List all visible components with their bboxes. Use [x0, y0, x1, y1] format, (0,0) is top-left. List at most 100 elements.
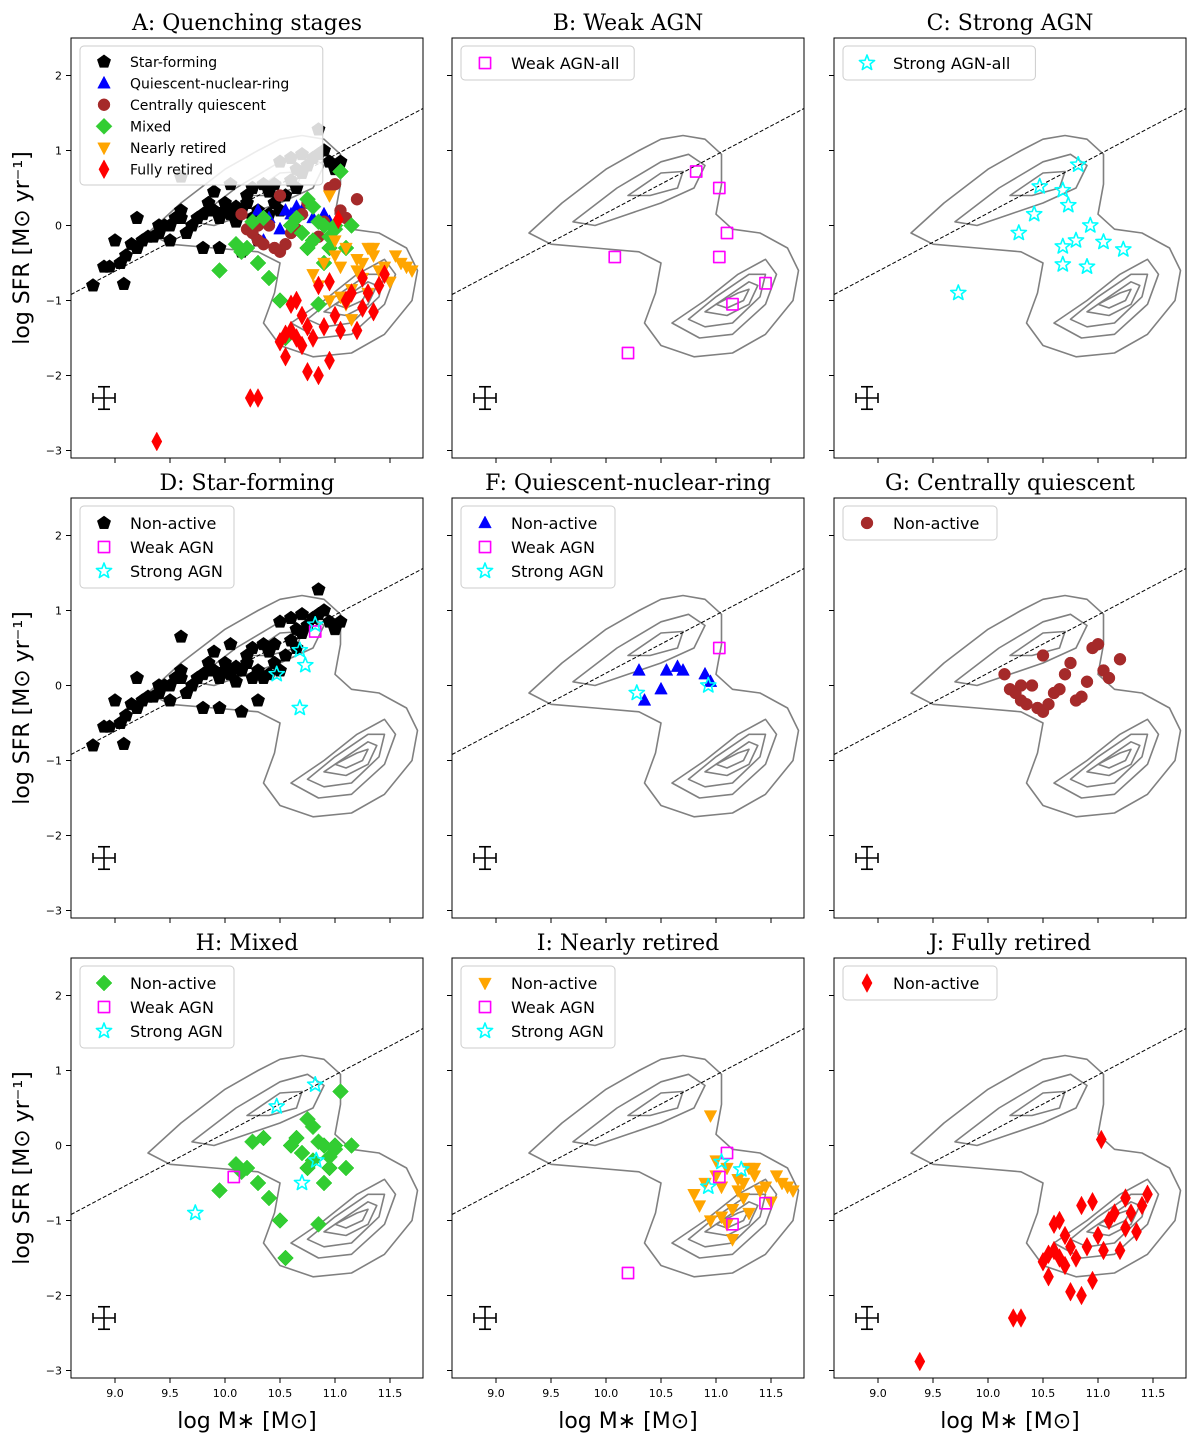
axis-ticks: 9.0 9.5 10.0 10.5 11.0 11.5 2 1 0 −1 −2 −3 [46, 990, 402, 1401]
data-point [308, 625, 322, 638]
data-point [307, 1151, 325, 1168]
data-point [1075, 690, 1088, 703]
data-point [306, 269, 320, 282]
contour-rs-2 [306, 1193, 386, 1248]
series-weak-agn [712, 641, 726, 655]
data-point [1053, 683, 1066, 696]
data-point [703, 1110, 718, 1123]
data-point [726, 297, 739, 311]
y-tick-label: −2 [46, 370, 62, 383]
data-point [1054, 237, 1072, 254]
panel-title: J: Fully retired [927, 931, 1091, 956]
density-contours [147, 594, 419, 818]
contour-sf-3 [627, 170, 684, 197]
x-tick-label: 10.0 [976, 1387, 1001, 1400]
y-tick-label: −3 [46, 445, 62, 458]
data-point [268, 665, 286, 682]
data-point [1070, 1248, 1082, 1268]
data-point [1054, 1210, 1065, 1231]
contour-rs-1 [671, 718, 778, 799]
data-point [306, 1076, 324, 1092]
data-point [747, 1170, 762, 1183]
contour-sf-2 [954, 613, 1088, 687]
axis-ticks: 2 1 0 −1 −2 −3 [46, 530, 391, 923]
data-point [712, 641, 726, 655]
legend-label: Fully retired [130, 162, 213, 178]
data-point [608, 250, 622, 264]
contour-outer [528, 1054, 800, 1278]
data-point [1142, 1184, 1153, 1204]
data-point [296, 305, 308, 326]
data-point [329, 305, 341, 326]
data-point [949, 284, 967, 301]
error-bar [92, 1305, 116, 1331]
x-tick-label: 10.5 [1031, 1387, 1056, 1400]
data-points [608, 165, 772, 360]
data-point [317, 603, 331, 617]
data-point [280, 324, 291, 344]
data-point [1081, 1237, 1093, 1257]
x-tick-label: 9.0 [869, 1387, 887, 1400]
data-point [271, 1212, 289, 1229]
contour-rs-3 [1086, 281, 1141, 317]
panel-title: H: Mixed [196, 931, 299, 956]
error-bar [855, 385, 879, 411]
contour-rs-2 [1069, 733, 1149, 788]
data-point [712, 181, 726, 195]
legend-label: Weak AGN [511, 538, 595, 557]
contour-sf-2 [954, 1073, 1088, 1147]
data-point [720, 1162, 734, 1176]
data-point [211, 1182, 228, 1199]
legend-marker [476, 1022, 494, 1039]
data-point [1125, 1203, 1137, 1223]
axis-ticks: 9.0 9.5 10.0 10.5 11.0 11.5 [829, 995, 1165, 1400]
legend-marker [97, 515, 111, 529]
data-point [1054, 255, 1072, 272]
data-point [1059, 196, 1077, 213]
data-point [227, 1170, 241, 1184]
contour-rs-1 [1053, 258, 1160, 339]
y-tick-label: −3 [46, 1365, 62, 1378]
contour-rs-3 [704, 281, 759, 317]
data-point [692, 1200, 707, 1213]
data-point [689, 165, 703, 178]
main-sequence-line [452, 1028, 804, 1215]
data-point [1092, 1225, 1104, 1246]
data-point [343, 1137, 360, 1154]
contour-rs-1 [290, 1178, 397, 1259]
data-point [238, 239, 256, 257]
series-weak-agn [608, 165, 772, 360]
data-point [357, 268, 368, 288]
data-point [260, 269, 278, 287]
data-point [373, 275, 385, 296]
contour-rs-3 [704, 741, 759, 777]
data-points [998, 638, 1127, 718]
contour-rs-1 [1053, 718, 1160, 799]
data-point [322, 295, 337, 308]
axis-ticks: 9.0 9.5 10.0 10.5 11.0 11.5 [447, 995, 783, 1400]
contour-outer [528, 134, 800, 358]
y-tick-label: 1 [55, 145, 62, 158]
error-bar [855, 845, 879, 871]
error-bar [92, 385, 116, 411]
contour-sf-3 [627, 630, 684, 657]
data-point [1113, 653, 1127, 666]
data-point [758, 1181, 773, 1195]
y-tick-label: −1 [46, 1215, 62, 1228]
data-point [361, 242, 375, 256]
data-point [698, 667, 712, 680]
panel-J: J: Fully retired 9.0 9.5 10.0 10.5 11.0 11.5 lo… [829, 931, 1187, 1434]
x-tick-label: 9.5 [542, 1387, 560, 1400]
contour-rs-3 [323, 741, 378, 777]
data-point [257, 238, 270, 251]
data-point [1054, 1248, 1065, 1268]
data-point [332, 209, 344, 230]
legend-box [79, 965, 235, 1049]
data-point [388, 250, 403, 263]
data-point [1036, 649, 1050, 662]
data-point [346, 283, 357, 303]
y-tick-label: −2 [46, 830, 62, 843]
data-point [279, 238, 292, 251]
axis-ticks [447, 535, 772, 923]
legend-marker [97, 1000, 111, 1014]
